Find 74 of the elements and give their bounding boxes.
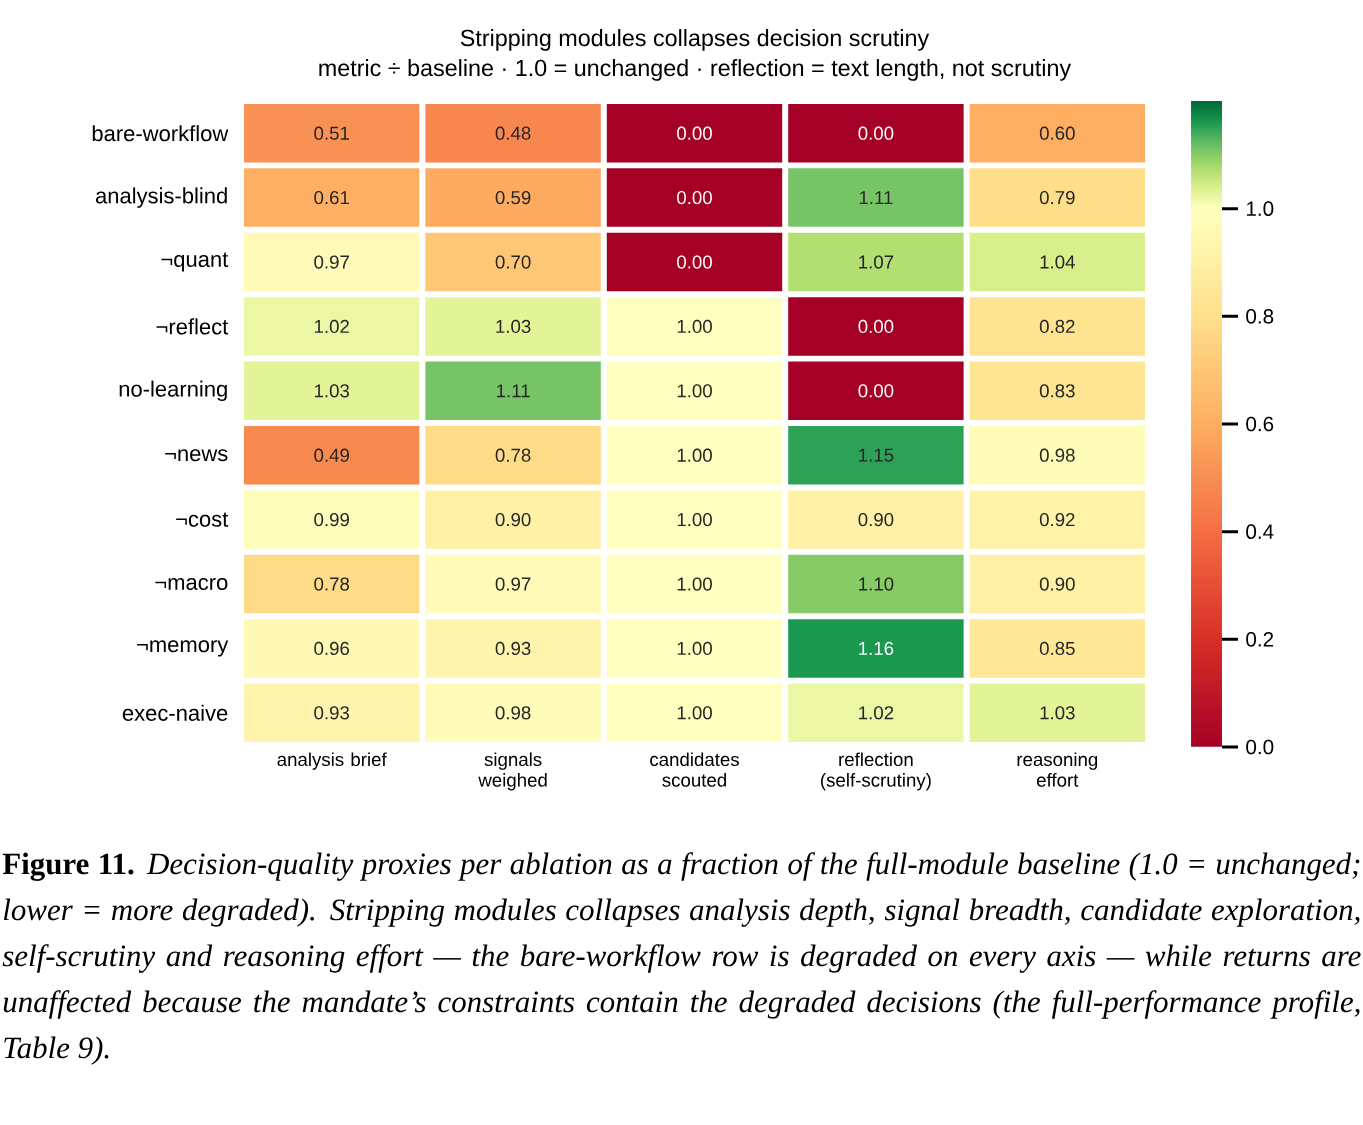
- x-tick-label: analysis brief: [277, 752, 387, 770]
- data-label: 1.00: [677, 384, 712, 398]
- data-label: 0.96: [314, 641, 350, 656]
- data-label: 0.93: [314, 706, 350, 720]
- data-label: 0.83: [1039, 384, 1075, 398]
- data-label: 1.00: [677, 512, 712, 527]
- data-label: 0.48: [495, 126, 531, 140]
- data-label: 1.00: [677, 448, 712, 462]
- data-label: 0.98: [495, 706, 531, 720]
- data-label: 0.00: [858, 319, 894, 334]
- y-tick-label: ¬reflect: [156, 318, 229, 335]
- data-label: 0.60: [1039, 126, 1075, 140]
- chart-subtitle: metric ÷ baseline · 1.0 = unchanged · reflection = text length, not scrutiny: [319, 59, 1072, 81]
- data-label: 1.10: [859, 577, 894, 591]
- data-label: 0.78: [495, 448, 531, 462]
- data-label: 0.00: [858, 384, 894, 398]
- data-label: 0.00: [677, 126, 712, 140]
- y-tick-label: ¬quant: [161, 252, 229, 272]
- y-tick-label: ¬memory: [137, 640, 229, 657]
- y-tick-label: exec-naive: [122, 704, 228, 721]
- x-tick-label: signals weighed: [478, 752, 547, 791]
- data-label: 0.59: [495, 190, 531, 205]
- color-bar-label: 0.4: [1246, 524, 1274, 539]
- data-label: 0.93: [495, 641, 531, 656]
- data-label: 0.92: [1039, 512, 1075, 527]
- data-label: 1.03: [314, 384, 350, 398]
- data-label: 0.85: [1039, 641, 1075, 656]
- color-bar-label: 0.0: [1246, 739, 1274, 755]
- data-label: 1.04: [1040, 255, 1075, 269]
- data-label: 0.90: [858, 512, 894, 527]
- y-tick-label: ¬macro: [155, 577, 228, 591]
- data-label: 0.78: [314, 577, 350, 591]
- data-label: 1.16: [859, 641, 894, 656]
- data-label: 0.97: [495, 577, 531, 591]
- data-label: 1.07: [859, 255, 894, 269]
- data-label: 1.00: [677, 319, 712, 334]
- data-label: 1.15: [859, 448, 894, 462]
- data-label: 1.00: [677, 641, 712, 656]
- data-label: 0.70: [495, 255, 531, 269]
- data-label: 1.00: [677, 577, 712, 591]
- y-tick-label: ¬cost: [176, 512, 229, 527]
- data-label: 1.03: [1040, 706, 1075, 720]
- data-label: 0.61: [314, 190, 349, 205]
- data-label: 1.02: [314, 319, 349, 334]
- data-label: 0.90: [1039, 577, 1075, 591]
- data-label: 0.79: [1039, 190, 1075, 205]
- y-tick-label: bare-workflow: [92, 125, 229, 142]
- x-tick-label: reflection (self-scrutiny): [821, 752, 931, 791]
- y-tick-label: ¬news: [165, 449, 228, 462]
- data-label: 0.82: [1039, 319, 1075, 334]
- color-bar-label: 1.0: [1246, 201, 1274, 216]
- data-label: 1.11: [497, 384, 530, 398]
- data-label: 0.90: [495, 512, 531, 527]
- chart-title: Stripping modules collapses decision scrutiny: [460, 29, 930, 51]
- data-label: 0.49: [314, 448, 349, 462]
- data-label: 0.00: [677, 255, 712, 269]
- color-bar-label: 0.2: [1246, 632, 1274, 647]
- data-label: 1.11: [859, 191, 893, 205]
- data-label: 1.00: [677, 706, 712, 720]
- color-bar-label: 0.8: [1246, 309, 1274, 324]
- data-label: 0.98: [1039, 448, 1075, 462]
- data-label: 0.00: [858, 126, 894, 140]
- data-label: 0.51: [314, 126, 349, 140]
- x-tick-label: candidates scouted: [650, 752, 739, 787]
- y-tick-label: analysis-blind: [95, 187, 227, 208]
- data-label: 0.00: [677, 190, 712, 205]
- y-tick-label: no-learning: [119, 380, 227, 402]
- data-label: 1.02: [859, 706, 894, 720]
- text: Figure 11. Decision-quality proxies per ablation as a fraction of the full-module baseline (1.0 = unchanged; lower = more degraded). Stripping modules collapses analysis depth, signal breadth, candidate exploration, self-scrutiny and reasoning effort — the bare-workflow row is degraded on every axis — while returns are unaffected because the mandate’s constraints contain the degraded decisions (the full-performance profile, Table 9).: [2, 852, 1361, 1065]
- data-label: 0.97: [314, 255, 349, 269]
- x-tick-label: reasoning effort: [1017, 752, 1098, 787]
- data-label: 0.99: [314, 512, 349, 527]
- color-bar-label: 0.6: [1246, 416, 1274, 432]
- data-label: 1.03: [496, 319, 531, 334]
